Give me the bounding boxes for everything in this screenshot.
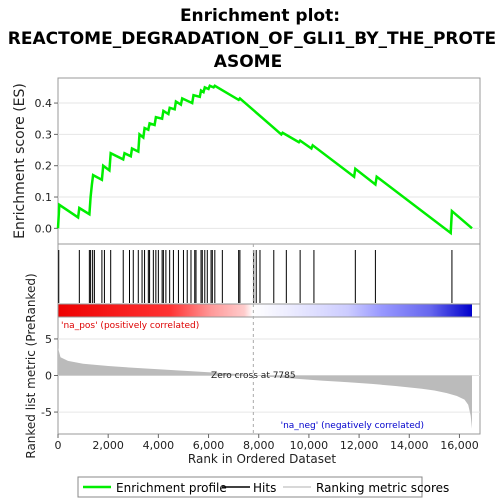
hits-panel xyxy=(57,243,481,305)
x-tick-label: 10,000 xyxy=(290,439,329,452)
x-tick-label: 6,000 xyxy=(193,439,225,452)
zero-cross-label: Zero cross at 7785 xyxy=(211,371,296,381)
legend-label-enrichment-profile: Enrichment profile xyxy=(116,481,227,495)
positive-correlation-label: 'na_pos' (positively correlated) xyxy=(61,321,199,331)
es-y-tick-label: 0.0 xyxy=(35,222,53,235)
metric-panel: Zero cross at 7785 'na_pos' (positively … xyxy=(24,244,481,466)
hits-panel-frame xyxy=(57,243,481,305)
enrichment-profile-line xyxy=(56,84,473,236)
es-y-ticks: 0.0 0.1 0.2 0.3 0.4 xyxy=(35,97,58,235)
metric-y-ticks: -5 0 5 xyxy=(41,333,58,419)
x-tick-label: 12,000 xyxy=(340,439,379,452)
rank-gradient-bar xyxy=(58,304,472,317)
x-axis-label: Rank in Ordered Dataset xyxy=(188,452,336,466)
rank-color-bar xyxy=(57,303,481,318)
es-gridlines xyxy=(58,102,480,229)
x-tick-label: 2,000 xyxy=(92,439,124,452)
x-tick-label: 4,000 xyxy=(143,439,175,452)
legend: Enrichment profile Hits Ranking metric s… xyxy=(77,476,449,498)
es-y-tick-label: 0.4 xyxy=(35,97,53,110)
negative-correlation-label: 'na_neg' (negatively correlated) xyxy=(281,421,424,431)
x-tick-label: 16,000 xyxy=(440,439,479,452)
x-tick-label: 14,000 xyxy=(390,439,429,452)
es-y-tick-label: 0.3 xyxy=(35,128,53,141)
legend-label-ranking-metric: Ranking metric scores xyxy=(316,481,449,495)
es-y-tick-label: 0.1 xyxy=(35,191,53,204)
es-panel-frame xyxy=(57,77,481,245)
metric-y-axis-label: Ranked list metric (PreRanked) xyxy=(24,273,38,458)
es-y-axis-label: Enrichment score (ES) xyxy=(12,83,28,239)
metric-x-ticks: 0 2,000 4,000 6,000 8,000 10,000 12,000 14,000 1… xyxy=(55,434,479,452)
metric-y-tick-label: 0 xyxy=(45,370,52,383)
legend-label-hits: Hits xyxy=(253,481,276,495)
x-tick-label: 0 xyxy=(55,439,62,452)
es-panel: 0.0 0.1 0.2 0.3 0.4 Enrichment score (ES) xyxy=(12,77,481,245)
title-line-3: ASOME xyxy=(214,52,282,72)
metric-y-tick-label: 5 xyxy=(45,333,52,346)
es-y-tick-label: 0.2 xyxy=(35,160,53,173)
metric-y-tick-label: -5 xyxy=(41,406,52,419)
hit-markers xyxy=(58,250,453,303)
title-line-2: REACTOME_DEGRADATION_OF_GLI1_BY_THE_PROT… xyxy=(8,29,496,49)
x-tick-label: 8,000 xyxy=(243,439,275,452)
title-line-1: Enrichment plot: xyxy=(180,6,340,26)
